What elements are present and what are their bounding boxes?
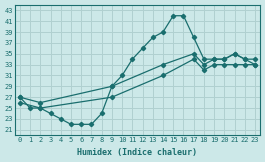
X-axis label: Humidex (Indice chaleur): Humidex (Indice chaleur): [77, 148, 197, 157]
